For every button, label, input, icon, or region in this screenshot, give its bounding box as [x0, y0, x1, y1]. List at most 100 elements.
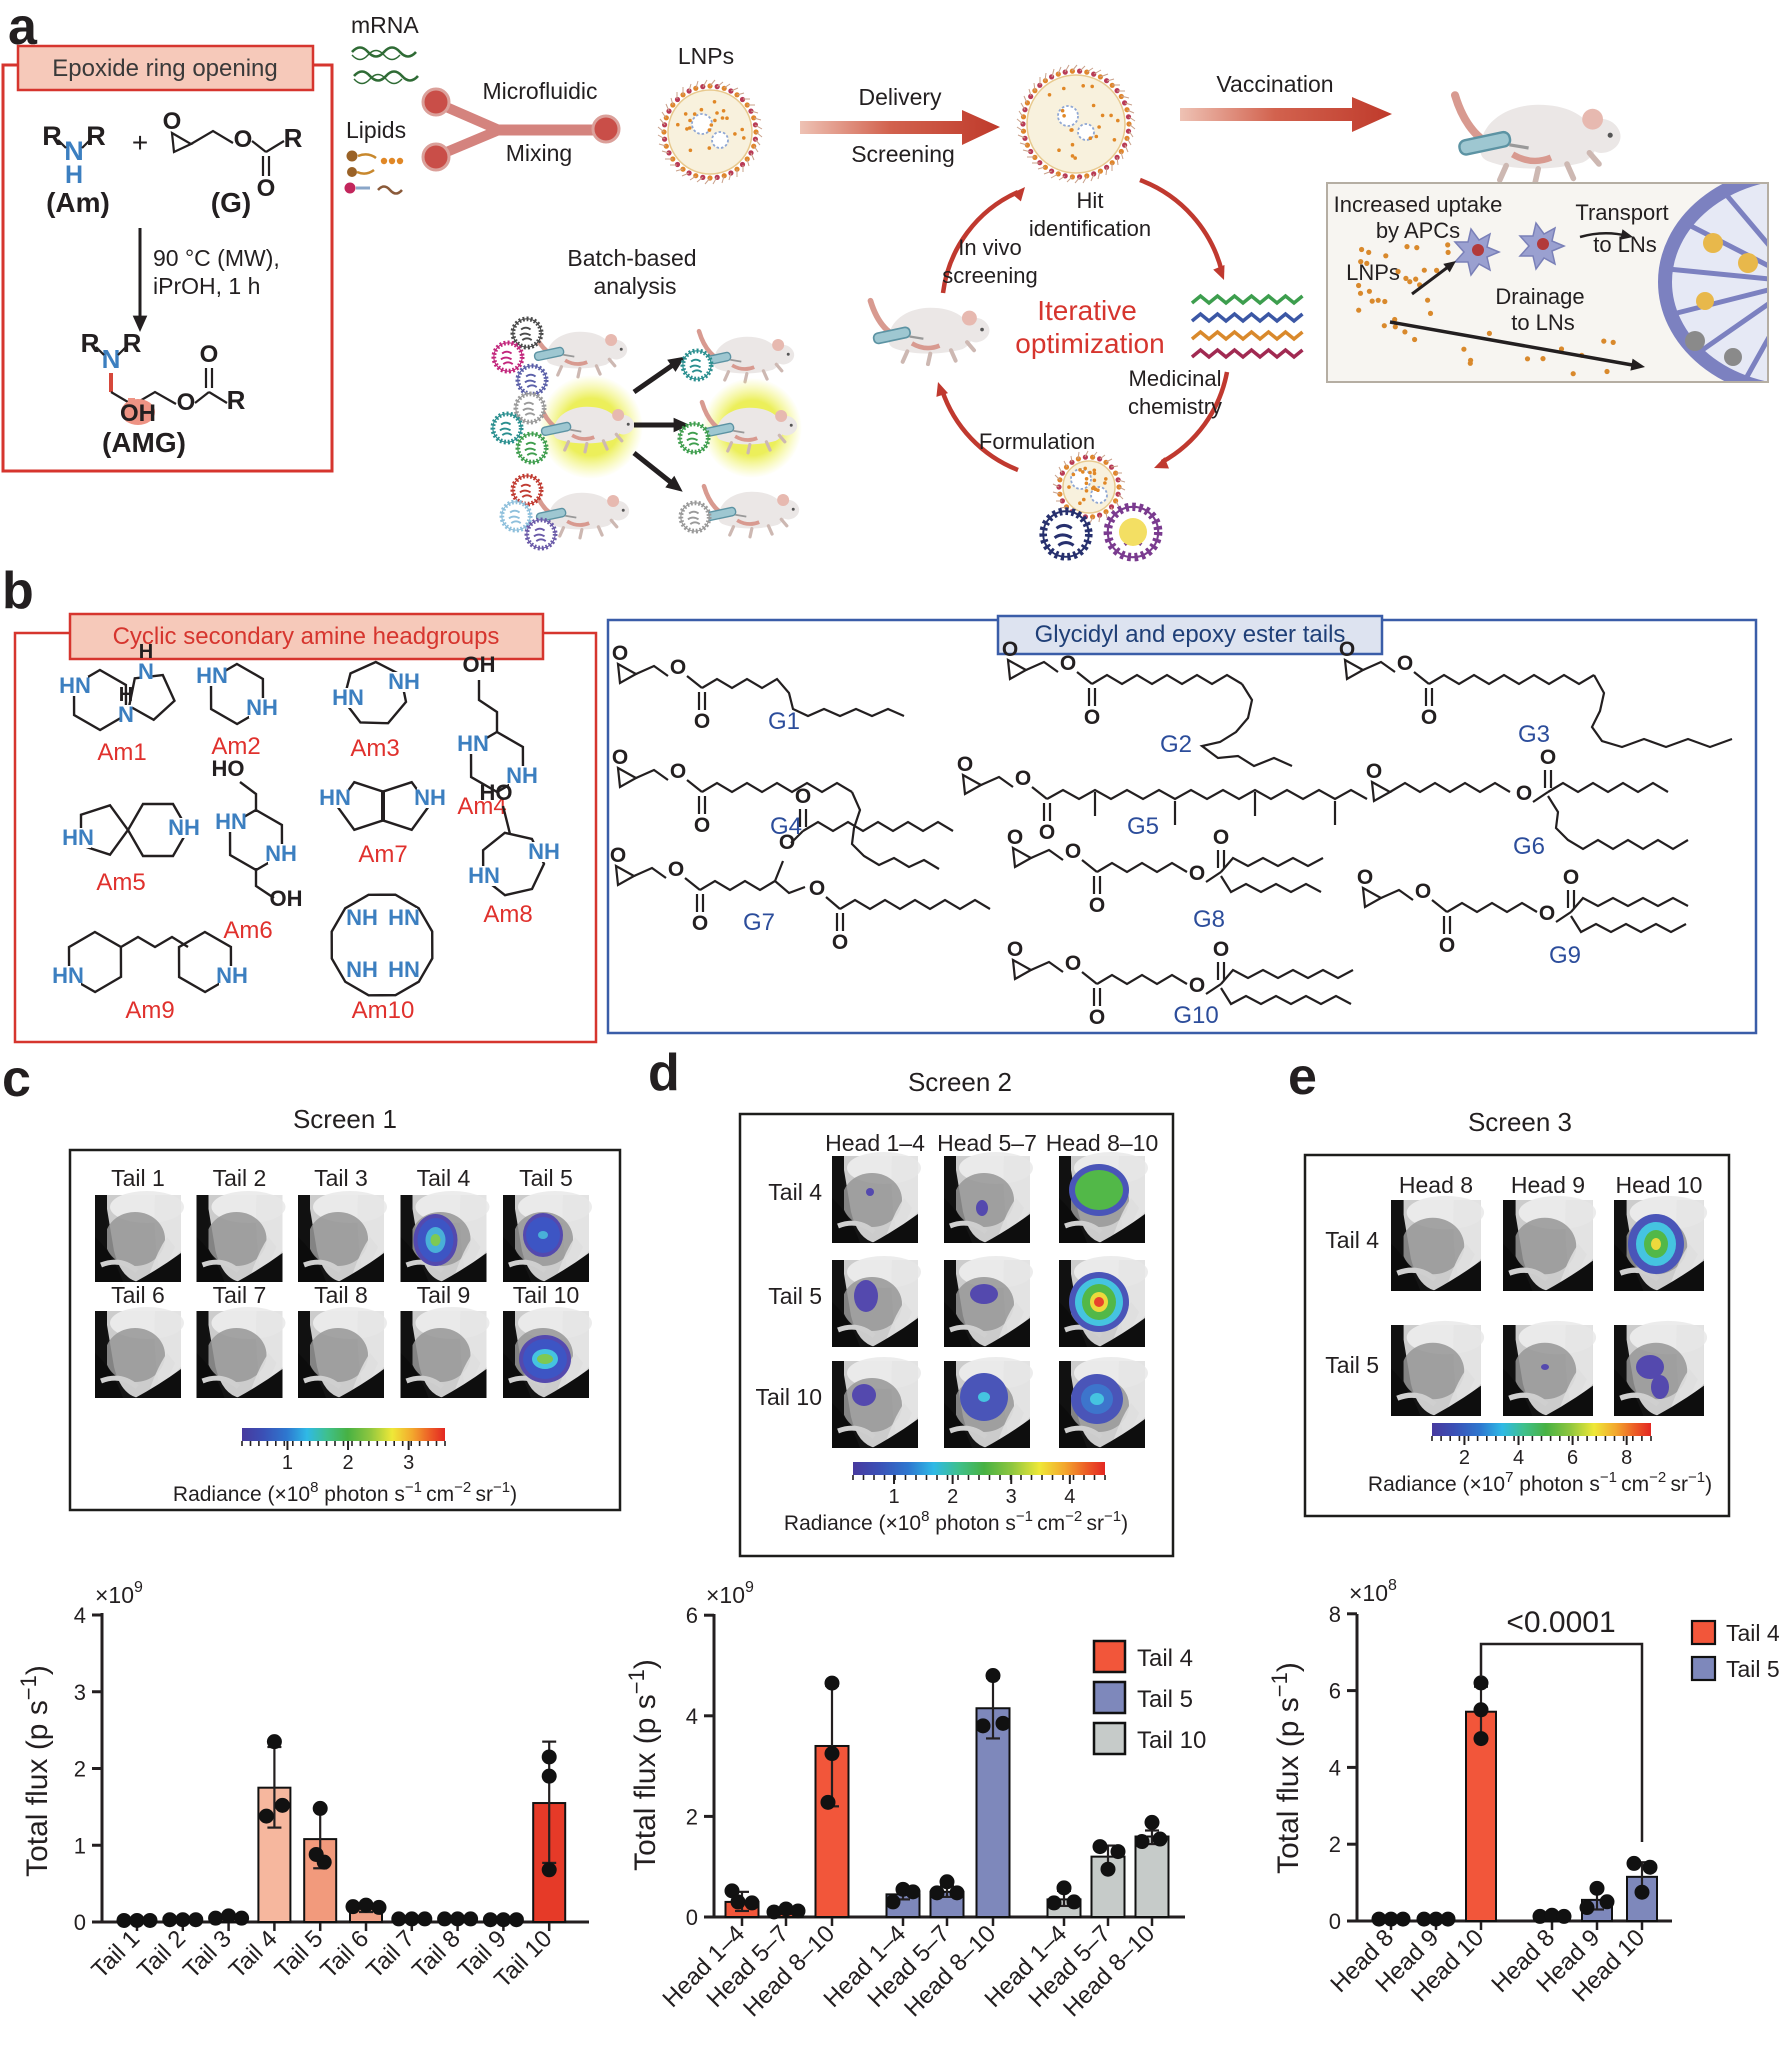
svg-text:Tail 4: Tail 4: [1726, 1620, 1780, 1646]
svg-text:G9: G9: [1549, 942, 1581, 969]
svg-text:Am4: Am4: [457, 793, 506, 820]
svg-text:Total flux (p s−1): Total flux (p s−1): [16, 1665, 54, 1877]
svg-text:NH: NH: [506, 763, 538, 788]
svg-text:Epoxide ring opening: Epoxide ring opening: [52, 55, 278, 82]
svg-text:NH: NH: [265, 841, 297, 866]
svg-text:Vaccination: Vaccination: [1216, 71, 1333, 97]
svg-text:O: O: [200, 341, 219, 368]
svg-text:2: 2: [74, 1757, 86, 1782]
svg-text:O: O: [1516, 782, 1532, 805]
svg-text:O: O: [1366, 760, 1382, 783]
svg-text:O: O: [1189, 974, 1205, 997]
svg-text:8: 8: [1329, 1602, 1341, 1627]
svg-text:Screen 3: Screen 3: [1468, 1107, 1572, 1137]
svg-text:O: O: [795, 785, 811, 808]
svg-text:Tail 5: Tail 5: [519, 1165, 573, 1191]
svg-text:HN: HN: [52, 963, 84, 988]
svg-text:HN: HN: [196, 663, 228, 688]
svg-text:O: O: [694, 710, 710, 733]
svg-text:Am9: Am9: [125, 997, 174, 1024]
svg-text:Head 5–7: Head 5–7: [937, 1130, 1037, 1156]
svg-text:HN: HN: [332, 685, 364, 710]
svg-text:HN: HN: [215, 809, 247, 834]
svg-text:O: O: [1213, 938, 1229, 961]
svg-text:Microfluidic: Microfluidic: [482, 78, 597, 104]
svg-text:Total flux (p s−1): Total flux (p s−1): [624, 1659, 662, 1871]
svg-text:N: N: [102, 344, 121, 374]
svg-text:+: +: [132, 127, 148, 158]
svg-text:Mixing: Mixing: [506, 140, 572, 166]
svg-text:Tail 7: Tail 7: [213, 1282, 267, 1308]
svg-text:G4: G4: [770, 813, 802, 840]
svg-text:Tail 4: Tail 4: [768, 1179, 822, 1205]
svg-text:Am6: Am6: [223, 917, 272, 944]
svg-text:2: 2: [686, 1804, 698, 1829]
svg-text:4: 4: [686, 1704, 698, 1729]
svg-text:O: O: [610, 844, 626, 867]
svg-text:chemistry: chemistry: [1128, 394, 1222, 419]
svg-text:0: 0: [74, 1910, 86, 1935]
svg-text:2: 2: [947, 1486, 958, 1508]
svg-text:Tail 4: Tail 4: [417, 1165, 471, 1191]
svg-text:Head 1–4: Head 1–4: [825, 1130, 925, 1156]
svg-text:LNPs: LNPs: [1346, 260, 1400, 285]
svg-text:b: b: [2, 562, 34, 620]
svg-text:identification: identification: [1029, 216, 1151, 241]
svg-text:1: 1: [74, 1833, 86, 1858]
svg-text:Radiance (×108 photon s−1 cm−2: Radiance (×108 photon s−1 cm−2 sr−1): [784, 1508, 1128, 1535]
svg-text:Increased uptake: Increased uptake: [1334, 192, 1503, 217]
svg-text:Medicinal: Medicinal: [1129, 366, 1222, 391]
svg-text:O: O: [692, 912, 708, 935]
svg-text:Tail 4: Tail 4: [1325, 1227, 1379, 1253]
svg-text:Lipids: Lipids: [346, 117, 406, 143]
svg-text:Head 8–10: Head 8–10: [1046, 1130, 1159, 1156]
svg-text:O: O: [1439, 934, 1455, 957]
svg-text:O: O: [1089, 1006, 1105, 1029]
svg-text:O: O: [1065, 952, 1081, 975]
svg-text:O: O: [1007, 826, 1023, 849]
svg-text:R: R: [284, 123, 303, 153]
svg-text:O: O: [670, 760, 686, 783]
svg-text:O: O: [177, 389, 196, 416]
svg-text:optimization: optimization: [1015, 328, 1164, 359]
svg-text:G7: G7: [743, 909, 775, 936]
svg-text:screening: screening: [942, 263, 1037, 288]
svg-text:(G): (G): [211, 187, 251, 218]
svg-text:HN: HN: [457, 731, 489, 756]
svg-text:O: O: [1415, 880, 1431, 903]
svg-text:Screen 2: Screen 2: [908, 1067, 1012, 1097]
svg-text:G10: G10: [1173, 1002, 1218, 1029]
svg-text:(AMG): (AMG): [102, 427, 186, 458]
svg-text:6: 6: [1567, 1447, 1578, 1469]
svg-text:e: e: [1288, 1048, 1317, 1106]
svg-text:Tail 8: Tail 8: [314, 1282, 368, 1308]
svg-text:2: 2: [342, 1452, 353, 1474]
svg-text:O: O: [1039, 821, 1055, 844]
svg-text:O: O: [1357, 866, 1373, 889]
svg-text:<0.0001: <0.0001: [1506, 1606, 1615, 1639]
svg-text:R: R: [86, 121, 106, 151]
svg-text:O: O: [1065, 840, 1081, 863]
svg-text:H: H: [139, 641, 153, 663]
svg-text:O: O: [668, 858, 684, 881]
svg-text:0: 0: [686, 1905, 698, 1930]
svg-text:by APCs: by APCs: [1376, 218, 1460, 243]
svg-text:Am8: Am8: [483, 901, 532, 928]
svg-text:R: R: [123, 328, 142, 358]
svg-text:Radiance (×107 photon s−1 cm−2: Radiance (×107 photon s−1 cm−2 sr−1): [1368, 1469, 1712, 1496]
svg-text:4: 4: [74, 1603, 86, 1628]
svg-text:G8: G8: [1193, 906, 1225, 933]
svg-text:HN: HN: [59, 673, 91, 698]
svg-text:c: c: [2, 1050, 31, 1108]
svg-text:NH: NH: [168, 815, 200, 840]
svg-text:G1: G1: [768, 708, 800, 735]
svg-text:NH: NH: [246, 695, 278, 720]
svg-text:G2: G2: [1160, 731, 1192, 758]
svg-text:Tail 5: Tail 5: [1137, 1686, 1193, 1713]
svg-text:O: O: [1060, 652, 1076, 675]
svg-text:Tail 4: Tail 4: [1137, 1645, 1193, 1672]
svg-text:HN: HN: [62, 825, 94, 850]
svg-text:O: O: [809, 877, 825, 900]
svg-text:4: 4: [1329, 1755, 1341, 1780]
svg-text:LNPs: LNPs: [678, 43, 734, 69]
